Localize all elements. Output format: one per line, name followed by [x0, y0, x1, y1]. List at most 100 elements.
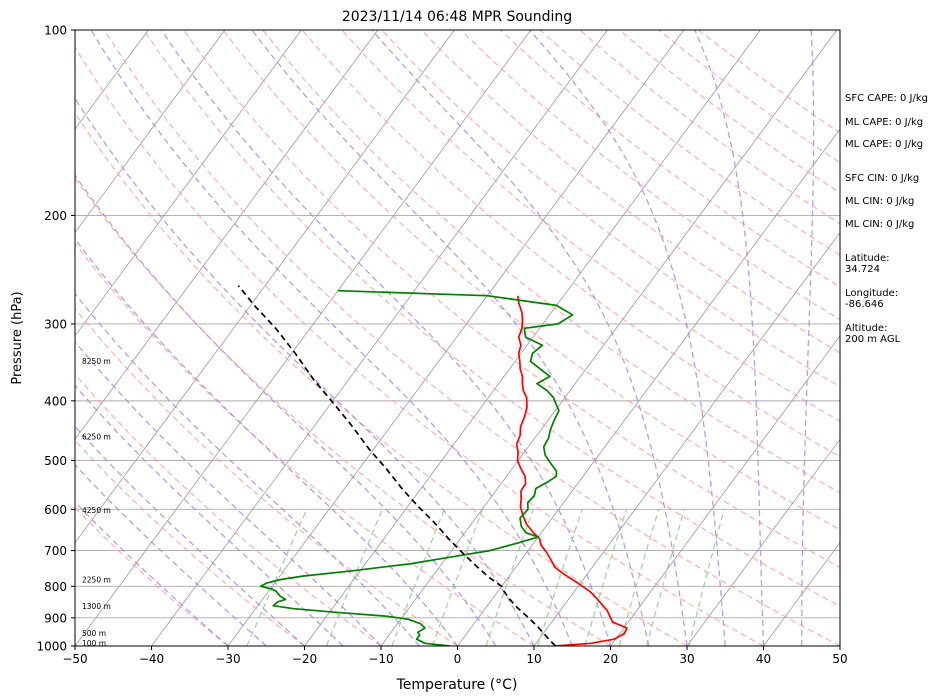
- mixing-ratio-line: [325, 509, 383, 646]
- x-axis-ticks: −50 −40 −30 −20 −10 0 10 20 30 40 50: [62, 646, 848, 666]
- moist-adiabat-line: [694, 30, 765, 646]
- mixing-ratio-line: [688, 509, 725, 646]
- mixing-ratio-line: [645, 509, 686, 646]
- x-tick-label: −50: [62, 652, 87, 666]
- height-label: 100 m: [82, 639, 106, 648]
- height-label: 2250 m: [82, 576, 111, 585]
- isotherm-line: [75, 30, 379, 440]
- moist-adiabat-line: [75, 384, 344, 646]
- x-tick-label: 0: [454, 652, 462, 666]
- x-tick-label: 10: [526, 652, 541, 666]
- isotherm-line: [75, 30, 532, 646]
- dry-adiabat-line: [420, 30, 840, 354]
- height-label: 500 m: [82, 629, 106, 638]
- isotherm-line: [304, 30, 761, 646]
- info-ml-cape-1: ML CAPE: 0 J/kg: [845, 117, 924, 128]
- isotherm-line: [380, 30, 838, 646]
- isotherm-line: [686, 438, 840, 646]
- chart-title: 2023/11/14 06:48 MPR Sounding: [342, 9, 572, 25]
- info-longitude: Longitude: -86.646: [845, 288, 899, 310]
- isotherm-line: [227, 30, 685, 646]
- dry-adiabat-line: [381, 30, 840, 388]
- isotherm-line: [151, 30, 608, 646]
- mixing-ratio-line: [584, 509, 627, 646]
- dry-adiabat-line: [75, 242, 535, 646]
- isotherm-line: [75, 30, 455, 544]
- info-altitude: Altitude: 200 m AGL: [845, 323, 901, 345]
- mixing-ratio-line: [391, 509, 445, 646]
- dry-adiabat-line: [143, 30, 840, 608]
- isotherm-line: [75, 30, 302, 337]
- mixing-ratio-line: [618, 509, 660, 646]
- x-tick-label: −40: [139, 652, 164, 666]
- info-ml-cin-1: ML CIN: 0 J/kg: [845, 196, 915, 207]
- height-label: 4250 m: [82, 506, 111, 515]
- moist-adiabat-line: [75, 237, 459, 646]
- isotherm-line: [610, 335, 840, 646]
- y-tick-label: 1000: [36, 640, 67, 654]
- x-tick-label: 50: [832, 652, 847, 666]
- dry-adiabat-line: [75, 45, 764, 646]
- mixing-ratio-line: [537, 509, 583, 646]
- y-tick-label: 900: [44, 611, 67, 625]
- isotherm-line: [763, 541, 840, 646]
- moist-adiabat-line: [251, 30, 650, 646]
- info-ml-cape-2: ML CAPE: 0 J/kg: [845, 139, 924, 150]
- moist-adiabat-line: [371, 30, 688, 646]
- y-tick-label: 100: [44, 24, 67, 38]
- dry-adiabat-line: [75, 177, 611, 646]
- dry-adiabat-line: [222, 30, 840, 531]
- info-latitude: Latitude: 34.724: [845, 253, 890, 275]
- x-tick-label: 20: [603, 652, 618, 666]
- info-sfc-cin: SFC CIN: 0 J/kg: [845, 173, 920, 184]
- y-tick-label: 300: [44, 317, 67, 331]
- y-axis-ticks: 100 200 300 400 500 600 700 800 900 1000: [36, 24, 75, 654]
- x-tick-label: 40: [756, 652, 771, 666]
- moist-adiabat-line: [529, 30, 726, 646]
- y-axis-label: Pressure (hPa): [10, 291, 25, 384]
- height-label: 8250 m: [82, 357, 111, 366]
- mixing-ratio-line: [485, 509, 534, 646]
- y-tick-label: 200: [44, 209, 67, 223]
- moist-adiabat-line: [75, 463, 267, 646]
- info-sfc-cape: SFC CAPE: 0 J/kg: [845, 93, 928, 104]
- dry-adiabat-line: [75, 439, 305, 646]
- parcel-profile: [237, 285, 557, 646]
- isotherm-line: [533, 231, 840, 646]
- y-tick-label: 800: [44, 580, 67, 594]
- y-tick-label: 600: [44, 503, 67, 517]
- y-tick-label: 700: [44, 544, 67, 558]
- height-label: 1300 m: [82, 602, 111, 611]
- moist-adiabat-line: [160, 30, 612, 646]
- dry-adiabat-line: [262, 30, 840, 494]
- moist-adiabat-line: [75, 425, 305, 646]
- moist-adiabat-line: [801, 30, 815, 646]
- info-ml-cin-2: ML CIN: 0 J/kg: [845, 219, 915, 230]
- x-tick-label: −10: [368, 652, 393, 666]
- dry-adiabat-line: [75, 373, 382, 646]
- moist-adiabat-line: [75, 174, 497, 646]
- x-tick-label: −30: [215, 652, 240, 666]
- isotherm-line: [75, 30, 226, 234]
- isotherm-line: [457, 128, 840, 646]
- dry-adiabat-line: [182, 30, 840, 569]
- y-tick-label: 400: [44, 394, 67, 408]
- dry-adiabat-line: [103, 30, 840, 646]
- dewpoint-profile: [259, 289, 574, 646]
- mixing-ratio-line: [246, 509, 308, 646]
- x-tick-label: 30: [679, 652, 694, 666]
- y-tick-label: 500: [44, 454, 67, 468]
- sounding-series: [237, 285, 628, 646]
- temperature-profile: [515, 295, 628, 646]
- x-axis-label: Temperature (°C): [396, 677, 518, 693]
- dry-adiabat-line: [75, 111, 688, 646]
- moist-adiabat-line: [90, 30, 573, 646]
- x-tick-label: −20: [292, 652, 317, 666]
- moist-adiabat-line: [75, 501, 229, 646]
- moist-adiabat-line: [75, 340, 382, 646]
- height-label: 6250 m: [82, 433, 111, 442]
- reference-lines: [75, 30, 840, 646]
- dry-adiabat-line: [75, 307, 458, 646]
